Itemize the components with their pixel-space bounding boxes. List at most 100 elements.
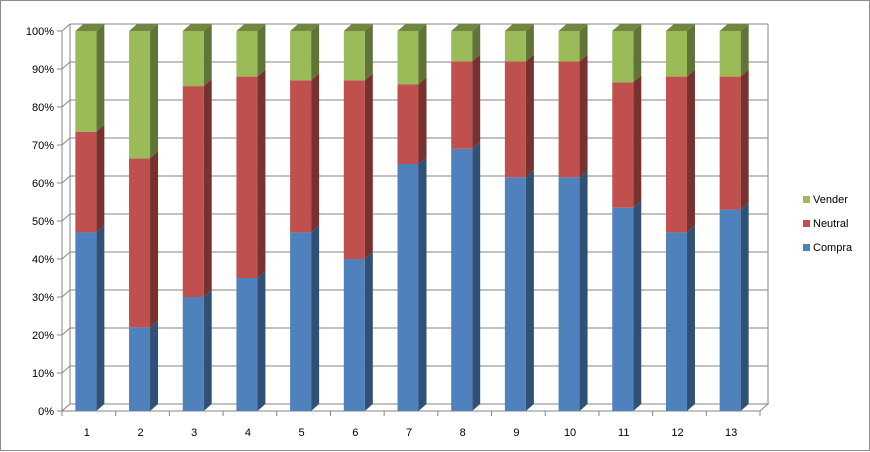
- bar-top: [451, 24, 481, 31]
- bar-side: [364, 252, 373, 411]
- bar-segment-neutral: [397, 84, 419, 164]
- bar-side: [472, 54, 481, 149]
- y-tick-label: 50%: [32, 216, 54, 228]
- legend-label-compra: Compra: [813, 242, 853, 254]
- bar-segment-neutral: [612, 82, 634, 208]
- bar-side: [686, 69, 695, 233]
- wall-gridline: [61, 327, 71, 336]
- bar-segment-neutral: [129, 158, 151, 328]
- x-tick-label: 13: [725, 427, 737, 439]
- bar-top: [236, 24, 266, 31]
- bar-segment-compra: [75, 232, 97, 411]
- bar-side: [311, 225, 320, 411]
- legend-swatch-neutral: [803, 220, 810, 227]
- bar-segment-vender: [719, 31, 741, 77]
- x-tick-label: 4: [245, 427, 251, 439]
- bar-side: [418, 77, 427, 164]
- x-tick-label: 2: [137, 427, 143, 439]
- bar-segment-compra: [290, 232, 312, 411]
- wall-gridline: [61, 137, 71, 146]
- wall-gridline: [61, 289, 71, 298]
- bar-segment-compra: [612, 207, 634, 411]
- bar-side: [740, 69, 749, 210]
- x-tick-label: 7: [406, 427, 412, 439]
- bar-side: [579, 24, 588, 62]
- bar-segment-compra: [665, 232, 687, 411]
- legend-swatch-compra: [803, 244, 810, 251]
- bar-side: [740, 202, 749, 411]
- wall-gridline: [61, 99, 71, 108]
- y-tick-label: 20%: [32, 330, 54, 342]
- bar-side: [96, 24, 105, 132]
- bar-segment-compra: [558, 177, 580, 411]
- bar-top: [665, 24, 695, 31]
- bar-side: [96, 225, 105, 411]
- bar-side: [257, 271, 266, 411]
- legend-swatch-vender: [803, 196, 810, 203]
- bar-side: [633, 75, 642, 208]
- bar-segment-neutral: [719, 76, 741, 210]
- x-tick-label: 9: [513, 427, 519, 439]
- bar-side: [525, 24, 534, 62]
- bar-segment-compra: [719, 209, 741, 411]
- x-tick-label: 6: [352, 427, 358, 439]
- bar-side: [579, 170, 588, 411]
- bar-top: [343, 24, 373, 31]
- wall-gridline: [61, 23, 71, 32]
- x-tick-label: 12: [671, 427, 683, 439]
- bar-top: [558, 24, 588, 31]
- bar-side: [203, 79, 212, 297]
- bar-side: [472, 141, 481, 412]
- bar-segment-compra: [451, 148, 473, 412]
- bar-side: [740, 24, 749, 77]
- x-tick-label: 8: [460, 427, 466, 439]
- wall-gridline: [61, 175, 71, 184]
- wall-gridline: [61, 61, 71, 70]
- bar-segment-compra: [129, 327, 151, 411]
- y-tick-label: 70%: [32, 140, 54, 152]
- bar-segment-vender: [290, 31, 312, 81]
- bar-side: [579, 54, 588, 178]
- legend-label-vender: Vender: [813, 194, 848, 206]
- bar-segment-neutral: [451, 61, 473, 149]
- bar-side: [472, 24, 481, 62]
- bar-segment-neutral: [290, 80, 312, 233]
- wall-gridline: [61, 365, 71, 374]
- bar-segment-compra: [236, 278, 258, 411]
- wall-gridline: [61, 251, 71, 260]
- bar-segment-vender: [236, 31, 258, 77]
- bar-top: [290, 24, 320, 31]
- bar-top: [182, 24, 212, 31]
- y-tick-label: 40%: [32, 254, 54, 266]
- bar-side: [311, 24, 320, 81]
- bar-segment-vender: [343, 31, 365, 81]
- y-tick-label: 30%: [32, 292, 54, 304]
- bar-segment-neutral: [343, 80, 365, 260]
- y-tick-label: 10%: [32, 368, 54, 380]
- bar-segment-vender: [129, 31, 151, 159]
- bar-top: [75, 24, 105, 31]
- bar-segment-neutral: [236, 76, 258, 278]
- bar-segment-vender: [612, 31, 634, 83]
- x-tick-label: 1: [84, 427, 90, 439]
- bar-segment-neutral: [665, 76, 687, 233]
- bar-top: [397, 24, 427, 31]
- bar-side: [364, 24, 373, 81]
- x-tick-label: 10: [564, 427, 576, 439]
- bar-side: [257, 24, 266, 77]
- bar-segment-vender: [75, 31, 97, 132]
- bar-side: [686, 24, 695, 77]
- y-tick-label: 100%: [26, 26, 54, 38]
- bar-side: [203, 290, 212, 411]
- bar-side: [418, 24, 427, 85]
- bar-side: [633, 24, 642, 83]
- bar-segment-compra: [397, 164, 419, 411]
- bar-segment-vender: [558, 31, 580, 62]
- bar-top: [504, 24, 534, 31]
- legend-label-neutral: Neutral: [813, 218, 848, 230]
- wall-gridline: [61, 213, 71, 222]
- bar-side: [257, 69, 266, 278]
- bar-segment-vender: [182, 31, 204, 87]
